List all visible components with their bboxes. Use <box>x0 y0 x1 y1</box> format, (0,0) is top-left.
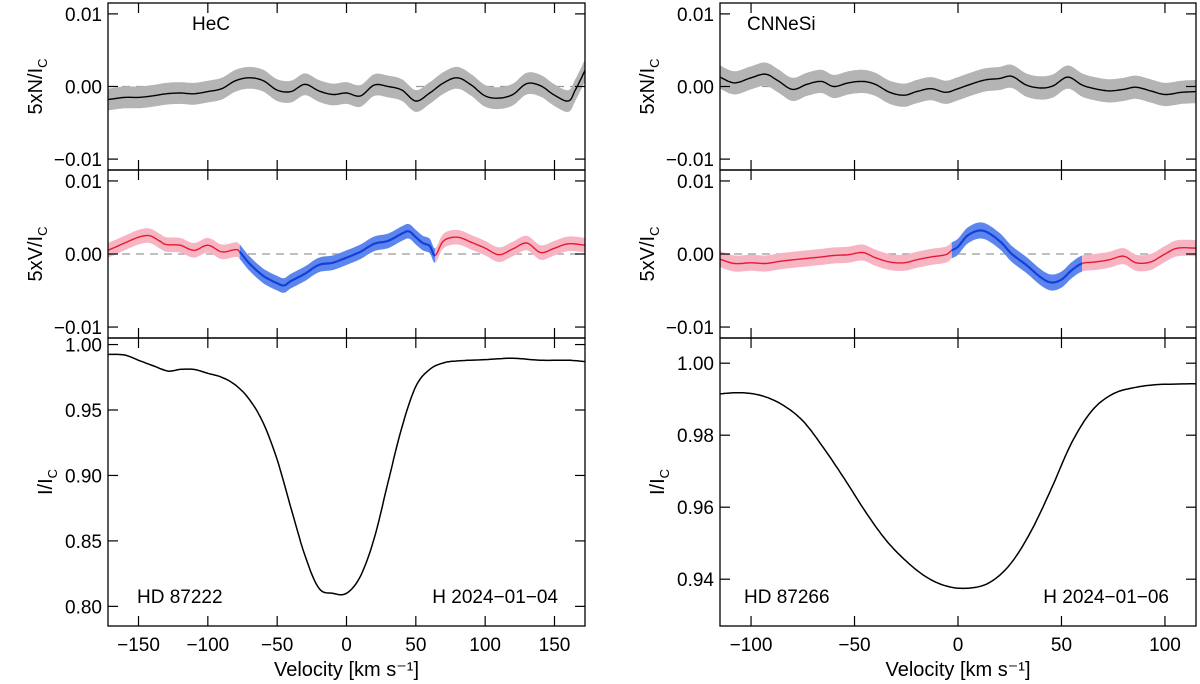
right-intensity-frame <box>719 337 1197 627</box>
right-stokes-plot-area <box>720 222 1196 291</box>
left-date-label: H 2024−01−04 <box>432 587 558 608</box>
left-intensity-panel: 1.00 0.95 0.90 0.85 0.80 −150 −100 −50 0 50 100 150… <box>35 336 586 656</box>
right-xtick-label: 50 <box>1051 635 1072 656</box>
left-intensity-ytick-label: 1.00 <box>65 336 102 357</box>
left-intensity-ytick-label: 0.85 <box>65 532 102 553</box>
left-title: HeC <box>192 14 230 35</box>
left-intensity-plot-area <box>108 353 585 596</box>
right-null-ylabel: 5xN/IC <box>637 58 662 114</box>
left-intensity-ytick-label: 0.90 <box>65 466 102 487</box>
right-date-label: H 2024−01−06 <box>1043 587 1169 608</box>
left-null-ytick-label: −0.01 <box>54 150 102 171</box>
right-null-ytick-label: 0.00 <box>677 78 714 99</box>
right-null-plot-area <box>720 62 1196 107</box>
chart-column-left: 0.01 0.00 −0.01 5xN/IC 0.01 0.00 −0.01 5xV/IC 1.… <box>25 2 586 681</box>
right-null-panel: 0.01 0.00 −0.01 5xN/IC <box>637 2 1197 171</box>
left-stokes-error-band-detection-window <box>239 223 436 293</box>
left-xtick-label: −150 <box>117 635 160 656</box>
left-intensity-ylabel: I/IC <box>35 469 60 495</box>
right-null-series-line-full <box>720 73 1196 96</box>
left-stokes-panel: 0.01 0.00 −0.01 5xV/IC <box>25 169 586 339</box>
right-intensity-ylabel: I/IC <box>647 469 672 495</box>
left-xtick-label: 0 <box>341 635 352 656</box>
left-intensity-ytick-label: 0.80 <box>65 597 102 618</box>
left-xtick-label: 150 <box>539 635 571 656</box>
left-xtick-label: −100 <box>186 635 229 656</box>
left-xtick-label: −50 <box>261 635 293 656</box>
right-stokes-series-line-detection-window <box>951 229 1083 284</box>
left-stokes-error-band-outside-right <box>435 229 585 263</box>
left-intensity-ytick-label: 0.95 <box>65 401 102 422</box>
right-stokes-ytick-label: −0.01 <box>666 318 714 339</box>
left-null-error-band-full <box>108 59 585 112</box>
right-null-error-band-full <box>720 62 1196 107</box>
right-stokes-series-line-outside-left <box>720 249 953 265</box>
left-null-panel: 0.01 0.00 −0.01 5xN/IC <box>25 2 586 171</box>
left-stokes-ylabel: 5xV/IC <box>25 227 50 282</box>
left-xtick-label: 50 <box>405 635 426 656</box>
right-intensity-ytick-label: 1.00 <box>677 354 714 375</box>
left-stokes-series-line-outside-right <box>434 236 585 257</box>
right-star-label: HD 87266 <box>744 587 830 608</box>
right-xtick-label: 100 <box>1149 635 1181 656</box>
right-xtick-label: −100 <box>730 635 773 656</box>
right-stokes-error-band-outside-right <box>1082 239 1196 272</box>
right-null-ytick-label: −0.01 <box>666 150 714 171</box>
right-intensity-ytick-label: 0.98 <box>677 426 714 447</box>
left-intensity-profile-line <box>108 353 585 596</box>
left-null-ytick-label: 0.01 <box>65 5 102 26</box>
right-intensity-profile-line <box>720 382 1196 590</box>
chart-column-right: 0.01 0.00 −0.01 5xN/IC 0.01 0.00 −0.01 5xV/IC 1.… <box>637 2 1197 681</box>
left-null-series-line-full <box>108 70 585 102</box>
right-null-ytick-label: 0.01 <box>677 5 714 26</box>
left-null-ylabel: 5xN/IC <box>25 58 50 114</box>
left-null-ytick-label: 0.00 <box>65 78 102 99</box>
left-stokes-series-line-detection-window <box>238 230 436 287</box>
right-intensity-panel: 1.00 0.98 0.96 0.94 −100 −50 0 50 100 I/IC <box>647 337 1197 656</box>
left-xtick-label: 100 <box>469 635 501 656</box>
right-stokes-error-band-detection-window <box>951 222 1083 291</box>
left-star-label: HD 87222 <box>137 587 223 608</box>
right-intensity-ytick-label: 0.96 <box>677 498 714 519</box>
left-intensity-frame <box>107 337 586 627</box>
right-stokes-ylabel: 5xV/IC <box>637 227 662 282</box>
left-stokes-ytick-label: 0.00 <box>65 245 102 266</box>
left-stokes-ytick-label: 0.01 <box>65 172 102 193</box>
right-xtick-label: 0 <box>953 635 964 656</box>
right-stokes-error-band-outside-left <box>720 242 952 272</box>
right-xtick-label: −50 <box>838 635 870 656</box>
right-intensity-ytick-label: 0.94 <box>677 570 714 591</box>
right-title: CNNeSi <box>747 14 816 35</box>
right-stokes-ytick-label: 0.00 <box>677 245 714 266</box>
left-stokes-ytick-label: −0.01 <box>54 318 102 339</box>
left-xlabel: Velocity [km s⁻¹] <box>274 659 419 681</box>
left-null-plot-area <box>108 59 585 112</box>
left-stokes-plot-area <box>108 223 585 293</box>
right-intensity-plot-area <box>720 382 1196 590</box>
right-stokes-series-line-outside-right <box>1081 247 1196 265</box>
right-stokes-ytick-label: 0.01 <box>677 172 714 193</box>
right-xlabel: Velocity [km s⁻¹] <box>885 659 1030 681</box>
left-stokes-series-line-outside-left <box>108 234 241 253</box>
right-stokes-panel: 0.01 0.00 −0.01 5xV/IC <box>637 169 1197 339</box>
